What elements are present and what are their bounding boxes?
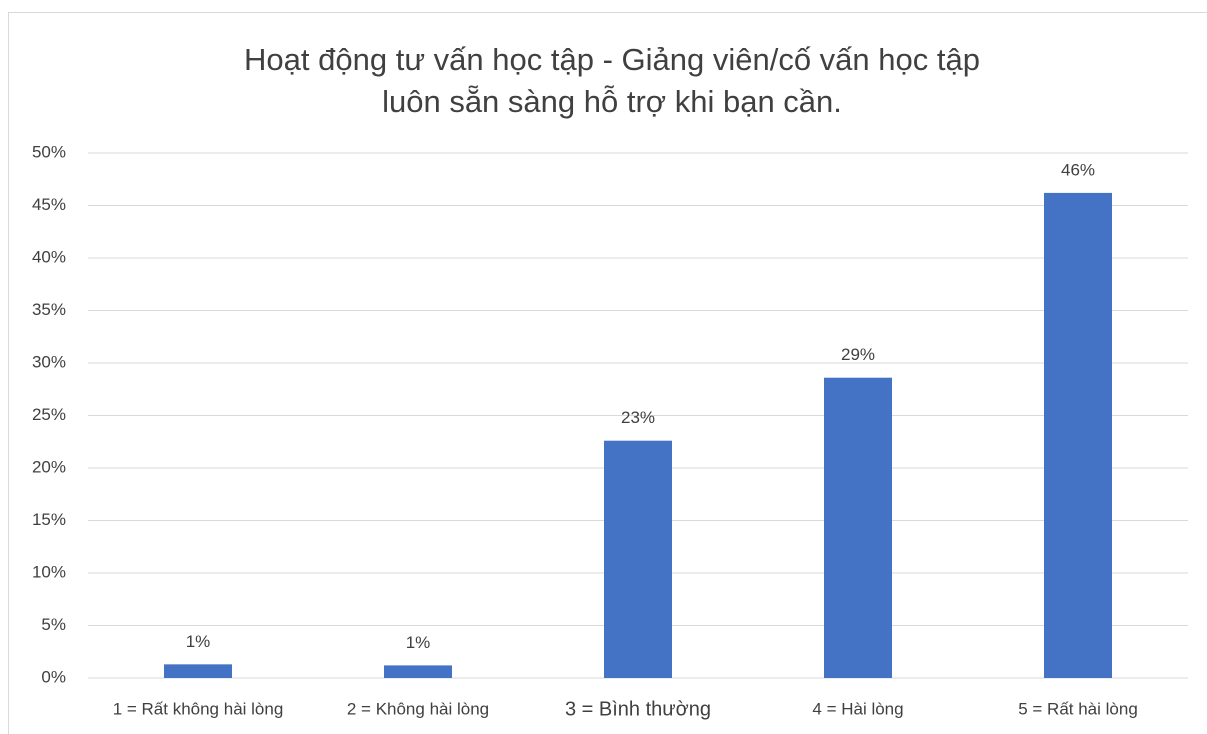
bar [164,664,232,678]
bar [824,377,892,678]
y-tick-label: 0% [41,667,66,686]
data-label: 46% [1061,160,1095,179]
data-label: 1% [406,633,431,652]
y-tick-label: 45% [32,195,66,214]
y-tick-label: 5% [41,615,66,634]
y-tick-label: 35% [32,300,66,319]
y-tick-label: 15% [32,510,66,529]
y-tick-label: 25% [32,405,66,424]
y-tick-label: 30% [32,352,66,371]
y-tick-label: 50% [32,142,66,161]
bar [604,440,672,678]
x-tick-label: 4 = Hài lòng [812,699,903,718]
x-tick-label: 3 = Bình thường [565,698,711,720]
x-tick-label: 5 = Rất hài lòng [1018,699,1138,718]
x-tick-label: 2 = Không hài lòng [347,699,489,718]
chart-title: luôn sẵn sàng hỗ trợ khi bạn cần. [382,84,842,119]
data-label: 23% [621,408,655,427]
x-tick-label: 1 = Rất không hài lòng [113,699,284,718]
bar [384,665,452,678]
chart-title: Hoạt động tư vấn học tập - Giảng viên/cố… [244,42,980,77]
data-label: 29% [841,345,875,364]
y-tick-label: 20% [32,457,66,476]
y-tick-label: 40% [32,247,66,266]
bar [1044,192,1112,678]
y-tick-label: 10% [32,562,66,581]
data-label: 1% [186,632,211,651]
